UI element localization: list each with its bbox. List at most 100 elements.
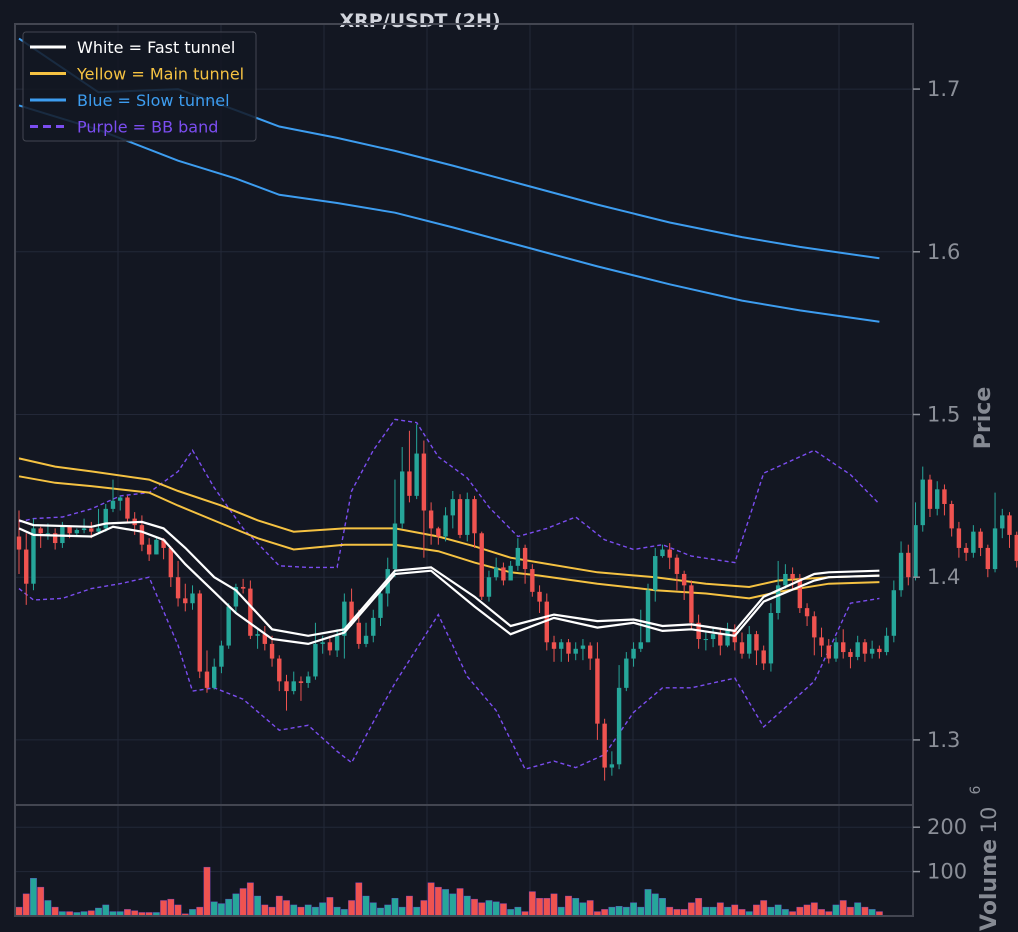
volume-exponent: 6 bbox=[968, 785, 984, 794]
candle-body bbox=[819, 637, 824, 646]
candle-body bbox=[363, 635, 369, 644]
bb-band bbox=[18, 418, 880, 771]
candle-body bbox=[862, 642, 868, 654]
candle-body bbox=[240, 586, 246, 589]
candle-body bbox=[457, 499, 463, 535]
candle-body bbox=[161, 539, 166, 548]
candle-body bbox=[848, 652, 853, 657]
volume-bar bbox=[695, 897, 703, 917]
volume-bar bbox=[95, 907, 102, 917]
candle-body bbox=[342, 601, 347, 636]
candle-body bbox=[226, 606, 231, 646]
candle-body bbox=[24, 549, 29, 584]
volume-bar bbox=[550, 893, 558, 917]
volume-ticks: 100 200 bbox=[913, 815, 967, 884]
slow-lower-line bbox=[18, 104, 880, 323]
volume-bar bbox=[319, 902, 327, 917]
volume-bar bbox=[774, 904, 782, 917]
volume-bar bbox=[203, 866, 211, 917]
candle-body bbox=[718, 634, 723, 646]
volume-bar bbox=[420, 900, 428, 917]
volume-bar bbox=[847, 906, 854, 917]
candle-body bbox=[515, 547, 521, 566]
candle-body bbox=[154, 539, 159, 555]
volume-bar bbox=[377, 907, 384, 917]
candle-body bbox=[501, 567, 506, 581]
candle-body bbox=[689, 585, 694, 623]
volume-bar bbox=[499, 903, 507, 917]
candle-body bbox=[392, 523, 398, 570]
candle-body bbox=[551, 642, 557, 649]
candle-body bbox=[956, 528, 962, 548]
volume-bar bbox=[434, 886, 442, 917]
volume-bar bbox=[760, 900, 768, 917]
candle-body bbox=[725, 629, 730, 646]
volume-bar bbox=[659, 897, 666, 917]
candle-body bbox=[869, 648, 875, 654]
volume-bar bbox=[492, 901, 500, 917]
candle-body bbox=[587, 645, 593, 659]
candle-body bbox=[580, 645, 586, 649]
candle-body bbox=[681, 573, 687, 586]
volume-bar bbox=[854, 902, 862, 917]
candle-body bbox=[443, 515, 448, 537]
volume-bar bbox=[514, 906, 522, 917]
candle-body bbox=[197, 593, 202, 672]
candle-body bbox=[436, 528, 441, 537]
candle-body bbox=[212, 666, 217, 688]
candle-body bbox=[754, 634, 759, 651]
candle-body bbox=[465, 499, 470, 535]
main-lower-line bbox=[18, 475, 880, 600]
legend-box bbox=[22, 31, 257, 142]
volume-bar bbox=[463, 895, 471, 917]
price-ticks: 1.3 1.4 1.5 1.6 1.7 bbox=[913, 77, 960, 752]
candle-body bbox=[378, 593, 383, 618]
candle-body bbox=[139, 525, 145, 545]
fast-tunnel bbox=[18, 519, 880, 646]
candle-body bbox=[450, 499, 455, 516]
candle-body bbox=[233, 586, 239, 607]
candle-body bbox=[349, 601, 354, 623]
candle-body bbox=[783, 573, 788, 586]
volume-bar bbox=[839, 900, 847, 917]
volume-exponent-base: 10 bbox=[977, 807, 1001, 834]
volume-bars bbox=[15, 866, 883, 917]
candle-body bbox=[334, 635, 340, 651]
volume-bar bbox=[731, 904, 739, 917]
volume-bar bbox=[622, 906, 630, 917]
candle-body bbox=[898, 552, 904, 591]
candle-body bbox=[1000, 515, 1005, 529]
candle-body bbox=[67, 526, 72, 534]
candle-body bbox=[38, 528, 43, 534]
candle-body bbox=[190, 593, 195, 604]
candle-body bbox=[797, 578, 803, 609]
volume-bar bbox=[803, 904, 811, 917]
candle-body bbox=[906, 552, 911, 578]
volume-bar bbox=[167, 898, 175, 917]
candle-body bbox=[992, 528, 998, 570]
candle-body bbox=[747, 634, 752, 654]
candle-body bbox=[841, 642, 846, 653]
volume-bar bbox=[608, 906, 616, 917]
volume-bar bbox=[572, 897, 580, 917]
candle-body bbox=[407, 471, 412, 496]
price-tick-label: 1.3 bbox=[927, 728, 960, 752]
fast-upper-line bbox=[18, 519, 880, 637]
candle-body bbox=[269, 643, 275, 659]
candle-body bbox=[255, 634, 260, 636]
candle-body bbox=[674, 557, 680, 574]
candle-body bbox=[891, 590, 897, 636]
candle-body bbox=[298, 681, 304, 683]
candle-body bbox=[320, 642, 325, 644]
candle-body bbox=[103, 508, 108, 529]
candle-body bbox=[486, 577, 492, 597]
candle-body bbox=[703, 639, 709, 641]
volume-bar bbox=[384, 904, 392, 917]
volume-bar bbox=[22, 893, 30, 917]
candle-body bbox=[812, 616, 817, 638]
volume-bar bbox=[268, 906, 276, 917]
volume-tick-label: 200 bbox=[927, 815, 967, 839]
candle-body bbox=[204, 671, 210, 688]
candle-body bbox=[826, 645, 831, 659]
volume-bar bbox=[102, 904, 110, 917]
